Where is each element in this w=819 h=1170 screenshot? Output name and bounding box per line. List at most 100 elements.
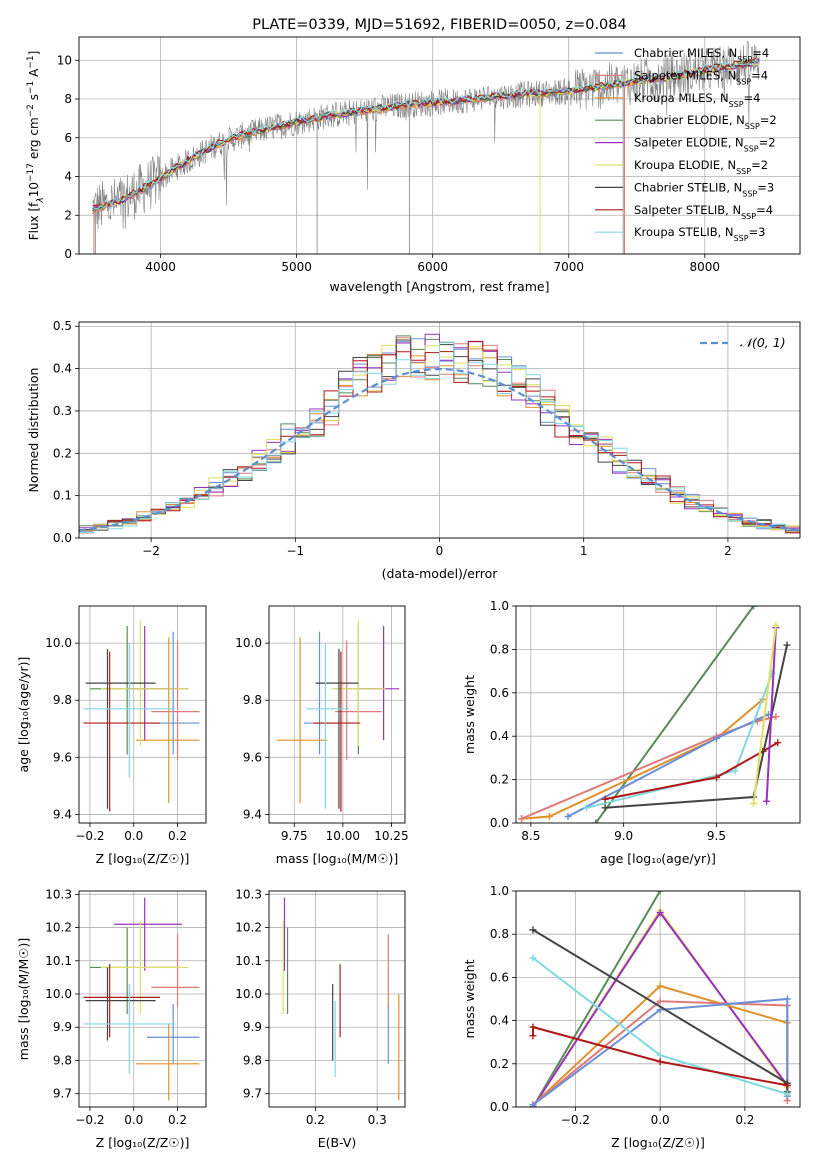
legend-entry: Chabrier ELODIE, NSSP=2 [634,113,777,131]
age-vs-Z-panel: −0.2 0.0 0.2 9.4 9.6 9.8 10.0 Z [log₁₀(Z/Z☉)] ag… [16,605,207,866]
x-tick-label: −0.2 [561,1113,590,1127]
y-axis-label: mass weight [462,675,477,754]
x-tick-label: 0.0 [651,1113,670,1127]
axes-frame [515,890,801,1108]
weight-series-line [752,625,777,804]
weight-series-line [521,715,777,820]
age-vs-mass-plot-area [276,620,400,812]
age-vs-Z-plot-area [83,620,200,812]
mass-vs-Z-plot-area [83,897,200,1101]
axes-frame [268,890,406,1108]
age-vs-mass-panel: 9.75 10.00 10.25 9.4 9.6 9.8 10.0 mass [log₁₀(M… [235,605,409,866]
weight-marker [529,1032,537,1040]
y-tick-label: 0.1 [53,489,72,503]
legend-entry: Salpeter MILES, NSSP=4 [634,68,768,86]
y-tick-label: 0.6 [490,686,509,700]
weight-marker [529,926,537,934]
x-tick-label: −2 [142,544,160,558]
y-tick-label: 0.5 [53,319,72,333]
y-tick-label: 0.2 [53,446,72,460]
x-tick-label: 0.0 [124,829,143,843]
x-tick-label: 9.75 [281,829,308,843]
y-axis-label: mass weight [462,959,477,1038]
weight-series-line [586,672,774,809]
mass-vs-EBV-panel: 0.2 0.3 9.7 9.8 9.9 10.0 10.1 10.2 10.3 E(B-V) [235,887,406,1150]
y-tick-label: 9.8 [53,693,72,707]
x-tick-label: −0.2 [75,829,104,843]
y-tick-label: 1.0 [490,884,509,898]
y-tick-label: 0.4 [490,729,509,743]
weight-marker [772,622,780,630]
y-tick-label: 0.2 [490,773,509,787]
chart-title: PLATE=0339, MJD=51692, FIBERID=0050, z=0… [252,17,626,33]
legend-entry: Chabrier MILES, NSSP=4 [634,46,769,64]
y-tick-label: 10.0 [45,636,72,650]
y-tick-label: 0.6 [490,970,509,984]
x-tick-label: 4000 [145,260,176,274]
weight-marker [564,812,572,820]
x-axis-label: age [log₁₀(age/yr)] [600,851,716,866]
x-tick-label: 8.5 [521,829,540,843]
weight-series-line [532,1025,788,1087]
x-tick-label: 0.2 [306,1113,325,1127]
spectrum-plot-area [92,40,760,254]
x-tick-label: 0.2 [735,1113,754,1127]
weight-marker [656,1058,664,1066]
x-tick-label: 0.0 [124,1113,143,1127]
weight-marker [763,797,771,805]
weight-marker [656,982,664,990]
spectrum-panel: 4000 5000 6000 7000 8000 0 2 4 6 8 10 PLATE=0339, M… [26,17,801,294]
mass-weight-vs-Z-panel: −0.2 0.0 0.2 0.0 0.2 0.4 0.6 0.8 1.0 Z [log₁₀(Z/Z… [462,884,801,1150]
y-tick-label: 0.8 [490,927,509,941]
axes-frame [78,36,801,255]
weight-marker [529,1101,537,1107]
x-tick-label: 7000 [553,260,584,274]
y-tick-label: 0.0 [490,816,509,830]
x-axis-label: Z [log₁₀(Z/Z☉)] [611,1135,705,1150]
x-tick-label: 0.3 [368,1113,387,1127]
y-axis-label: mass [log₁₀(M/M☉)] [16,938,31,1060]
y-tick-label: 10.3 [45,887,72,901]
x-tick-label: 1 [580,544,588,558]
weight-marker [783,1081,791,1089]
x-axis-label: mass [log₁₀(M/M☉)] [276,851,398,866]
weight-marker [774,739,782,747]
weight-marker [601,804,609,812]
x-tick-label: 0.2 [168,829,187,843]
residuals-panel: −2 −1 0 1 2 0.0 0.1 0.2 0.3 0.4 0.5 (data-model)/er… [26,319,801,581]
weight-series-line [532,891,661,1107]
weight-marker [518,815,526,823]
y-tick-label: 10 [57,53,72,67]
weight-marker [712,773,720,781]
weight-marker [656,909,664,917]
legend-entry: Salpeter STELIB, NSSP=4 [634,203,773,221]
y-tick-label: 0.0 [490,1100,509,1114]
x-tick-label: 10.25 [374,829,408,843]
y-tick-label: 9.6 [243,750,262,764]
weight-marker [783,1090,791,1098]
residuals-plot-area [79,333,800,534]
weight-marker [545,812,553,820]
axes-frame [268,605,406,824]
y-tick-label: 0.8 [490,642,509,656]
y-tick-label: 0.3 [53,404,72,418]
x-tick-label: 10.00 [326,829,360,843]
y-tick-label: 10.0 [45,987,72,1001]
weight-marker [731,767,739,775]
x-tick-label: 6000 [417,260,448,274]
weight-series-line [765,627,777,802]
y-tick-label: 10.2 [235,921,262,935]
model-fit-line [92,57,760,210]
y-tick-label: 9.4 [53,807,72,821]
weight-marker [529,954,537,962]
x-tick-label: −1 [286,544,304,558]
y-tick-label: 1.0 [490,599,509,613]
y-tick-label: 0.4 [490,1014,509,1028]
x-tick-label: 0.2 [168,1113,187,1127]
y-tick-label: 0.2 [490,1057,509,1071]
weight-marker [583,804,591,812]
weight-series-line [532,997,789,1106]
y-tick-label: 9.8 [243,693,262,707]
y-tick-label: 9.9 [243,1020,262,1034]
weight-marker [529,1023,537,1031]
